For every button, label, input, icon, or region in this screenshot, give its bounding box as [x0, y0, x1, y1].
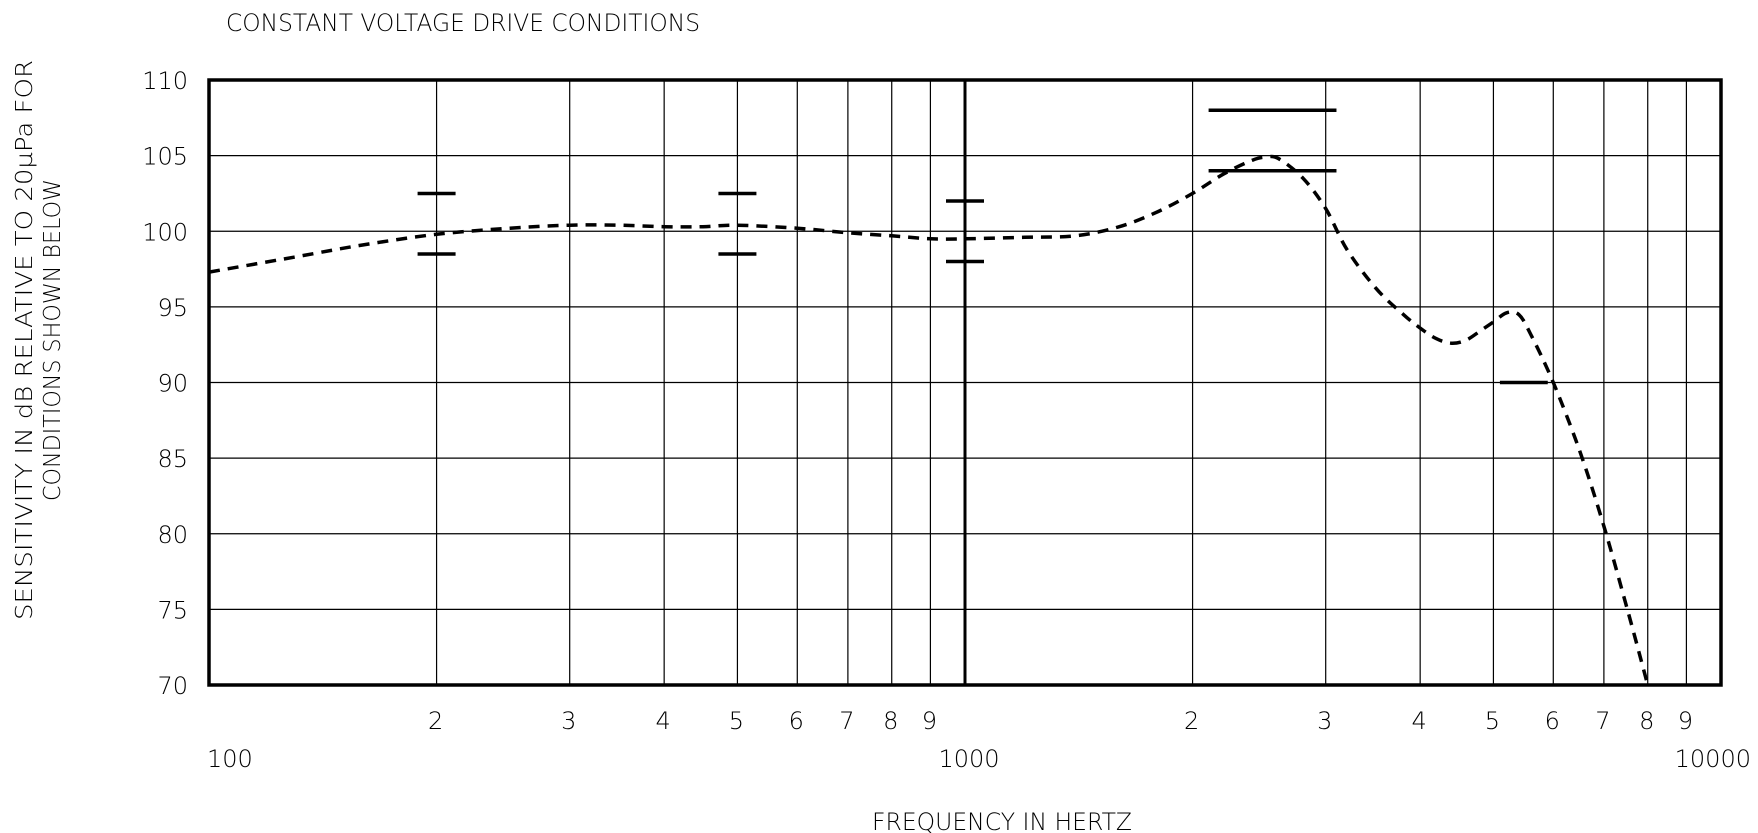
- y-tick-label: 90: [157, 370, 188, 398]
- series-lines: [208, 154, 1650, 686]
- x-axis-label: FREQUENCY IN HERTZ: [872, 808, 1132, 833]
- limit-markers: [417, 108, 1548, 385]
- x-decade-label: 1000: [938, 745, 999, 773]
- y-tick-label: 75: [157, 596, 188, 624]
- x-tick-label: 3: [561, 707, 576, 735]
- x-tick-label: 7: [839, 707, 854, 735]
- x-tick-label: 9: [1678, 707, 1693, 735]
- y-tick-label: 110: [142, 67, 188, 95]
- x-tick-label: 3: [1317, 707, 1332, 735]
- plot-frame: [207, 78, 1723, 687]
- grid-lines: [208, 79, 1722, 686]
- series-line: [208, 154, 1650, 686]
- y-tick-label: 95: [157, 294, 188, 322]
- x-tick-label: 8: [883, 707, 898, 735]
- y-axis-label-line1: SENSITIVITY IN dB RELATIVE TO 20µPa FOR: [12, 60, 38, 620]
- x-tick-label: 7: [1595, 707, 1610, 735]
- y-tick-label: 70: [157, 672, 188, 700]
- y-tick-label: 100: [142, 218, 188, 246]
- x-tick-label: 2: [1184, 707, 1199, 735]
- y-axis-label-line2: CONDITIONS SHOWN BELOW: [40, 179, 66, 501]
- x-decade-label: 10000: [1675, 745, 1751, 773]
- y-tick-label: 80: [157, 521, 188, 549]
- x-tick-label: 4: [656, 707, 671, 735]
- x-tick-label: 5: [1485, 707, 1500, 735]
- x-tick-label: 6: [789, 707, 804, 735]
- x-decade-label: 100: [207, 745, 253, 773]
- x-tick-label: 4: [1412, 707, 1427, 735]
- x-tick-label: 9: [922, 707, 937, 735]
- x-tick-label: 2: [428, 707, 443, 735]
- x-tick-label: 8: [1639, 707, 1654, 735]
- y-tick-label: 85: [157, 445, 188, 473]
- x-tick-label: 5: [729, 707, 744, 735]
- x-tick-label: 6: [1545, 707, 1560, 735]
- chart-title: CONSTANT VOLTAGE DRIVE CONDITIONS: [226, 9, 700, 37]
- y-tick-label: 105: [142, 143, 188, 171]
